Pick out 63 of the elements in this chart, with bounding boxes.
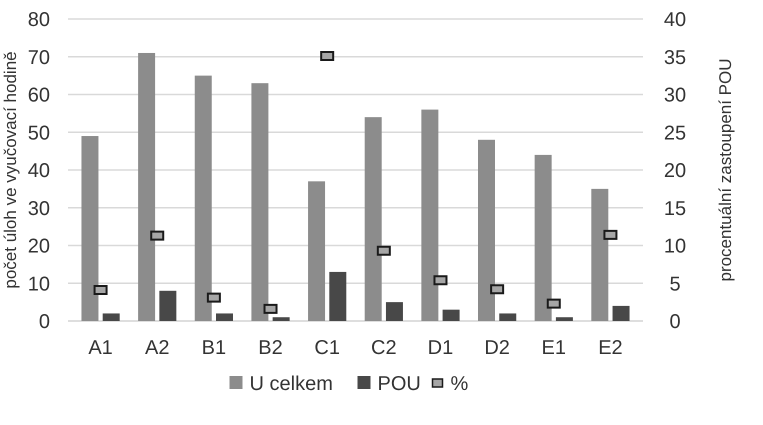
point	[490, 284, 504, 294]
bar	[159, 290, 176, 321]
x-tick-label: B1	[202, 337, 226, 359]
y-axis-title: počet úloh ve vyučovací hodině	[1, 51, 20, 289]
bar	[329, 272, 346, 321]
bar	[442, 310, 460, 321]
y-tick-label: 10	[28, 273, 50, 296]
bar	[102, 313, 120, 321]
y-tick-label: 20	[28, 236, 50, 258]
bar	[251, 83, 268, 321]
y-tick-label: 70	[28, 46, 50, 69]
y2-tick-label: 30	[664, 84, 686, 106]
x-tick-label: D1	[428, 337, 454, 359]
y-tick-label: 50	[28, 122, 50, 144]
y-tick-label: 30	[28, 198, 50, 220]
bar	[534, 154, 552, 321]
point	[206, 292, 221, 303]
x-tick-label: C1	[314, 337, 340, 359]
x-tick-label: A2	[144, 337, 170, 359]
bar	[81, 136, 98, 321]
bar	[138, 52, 156, 321]
y2-tick-label: 25	[664, 122, 686, 144]
bar	[364, 117, 382, 321]
legend-label: POU	[378, 373, 421, 395]
point	[603, 230, 618, 240]
y-tick-label: 40	[28, 160, 50, 182]
point	[94, 285, 108, 296]
point	[264, 304, 278, 314]
legend-label: U celkem	[250, 373, 333, 395]
y2-tick-label: 5	[669, 273, 681, 296]
y-tick-label: 0	[38, 311, 50, 333]
y2-axis-title: procentuální zastoupení POU	[716, 58, 735, 282]
bar	[386, 302, 403, 321]
x-tick-label: D2	[484, 337, 510, 359]
bar	[499, 313, 516, 321]
point	[320, 50, 334, 61]
bar	[556, 317, 573, 321]
y2-tick-label: 35	[664, 46, 686, 69]
bar	[478, 140, 495, 321]
point	[376, 246, 391, 256]
bar	[272, 317, 290, 321]
x-tick-label: B2	[258, 337, 283, 359]
y-tick-label: 80	[28, 9, 50, 31]
y2-tick-label: 10	[664, 236, 686, 258]
y2-tick-label: 0	[669, 311, 681, 333]
x-tick-label: E1	[542, 337, 566, 359]
x-tick-label: E2	[598, 337, 623, 359]
y2-tick-label: 20	[664, 160, 686, 182]
point	[150, 230, 164, 241]
x-tick-label: A1	[88, 337, 113, 359]
bar	[421, 110, 438, 321]
bar	[308, 181, 326, 321]
bar	[612, 306, 630, 321]
bar	[591, 188, 608, 321]
y2-tick-label: 15	[664, 198, 686, 220]
point	[546, 298, 561, 309]
x-tick-label: C2	[371, 337, 397, 359]
bar	[194, 76, 212, 321]
y-tick-label: 60	[28, 84, 50, 106]
legend-label: %	[450, 373, 468, 395]
point	[433, 275, 448, 286]
bar	[216, 313, 233, 321]
y2-tick-label: 40	[664, 9, 686, 31]
